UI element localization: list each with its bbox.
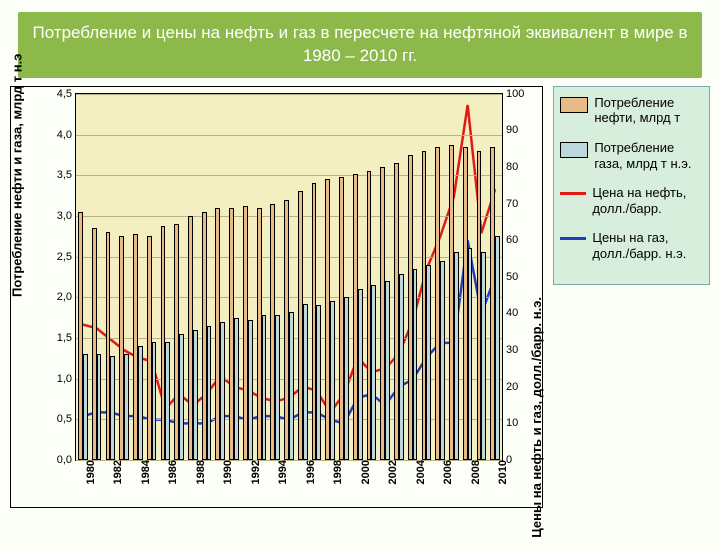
gas-bar [426,265,431,460]
gas-bar [358,289,363,460]
y-left-tick: 3,0 [57,210,76,222]
legend-swatch-line [560,237,586,240]
gas-bar [385,281,390,460]
gas-bar [275,315,280,460]
gas-bar [289,312,294,460]
y-left-tick: 1,5 [57,332,76,344]
gas-bar [330,301,335,460]
x-tick: 2006 [442,460,454,484]
chart-area: Потребление нефти и газа, млрд т н.э Цен… [10,86,543,508]
y-left-tick: 0,0 [57,454,76,466]
gas-bar [440,261,445,460]
y-right-tick: 20 [502,381,518,393]
gas-bar [316,305,321,460]
y-left-tick: 0,5 [57,413,76,425]
legend-label: Цены на газ, долл./барр. н.э. [592,230,703,261]
gas-bar [193,330,198,460]
x-tick: 1994 [277,460,289,484]
gas-bar [468,248,473,459]
y-right-tick: 70 [502,198,518,210]
gas-bar [124,354,129,460]
y-right-tick: 30 [502,344,518,356]
y-right-axis-label: Цены на нефть и газ, долл./барр. н.э. [529,297,544,538]
y-left-tick: 2,0 [57,291,76,303]
y-right-tick: 40 [502,307,518,319]
y-left-tick: 1,0 [57,373,76,385]
legend-swatch-line [560,192,586,195]
y-right-tick: 60 [502,234,518,246]
x-tick: 1980 [85,460,97,484]
x-tick: 1992 [250,460,262,484]
legend-swatch-box [560,142,588,158]
legend: Потребление нефти, млрд т Потребление газ… [553,86,710,285]
gas-bar [97,354,102,460]
legend-item: Цена на нефть, долл./барр. [560,185,703,216]
y-right-tick: 100 [502,88,524,100]
gas-bar [371,285,376,460]
gas-bar [481,252,486,459]
x-tick: 1988 [195,460,207,484]
y-left-tick: 4,0 [57,129,76,141]
y-left-tick: 2,5 [57,251,76,263]
y-right-tick: 80 [502,161,518,173]
chart-layout: Потребление нефти и газа, млрд т н.э Цен… [0,86,720,508]
gas-bar [399,274,404,459]
page-title: Потребление и цены на нефть и газ в пере… [18,12,702,78]
y-right-tick: 50 [502,271,518,283]
gas-bar [248,320,253,460]
gas-bar [234,318,239,460]
gas-bar [207,326,212,460]
gas-bar [152,342,157,460]
gas-bar [138,346,143,460]
y-left-tick: 3,5 [57,169,76,181]
x-tick: 1982 [112,460,124,484]
gas-bar [179,334,184,460]
gas-bar [262,315,267,460]
y-left-axis-label: Потребление нефти и газа, млрд т н.э [10,53,25,296]
legend-label: Цена на нефть, долл./барр. [592,185,703,216]
gas-bar [220,322,225,460]
x-tick: 2010 [497,460,509,484]
x-tick: 1998 [332,460,344,484]
x-tick: 1984 [140,460,152,484]
gas-bar [165,342,170,460]
gas-bar [413,269,418,460]
y-right-tick: 90 [502,124,518,136]
gas-bar [454,252,459,459]
x-tick: 2000 [360,460,372,484]
gas-bar [495,236,500,460]
gridline [76,135,502,136]
gas-bar [344,297,349,460]
x-tick: 2002 [387,460,399,484]
plot-area: 0,00,51,01,52,02,53,03,54,04,50102030405… [75,93,503,461]
x-tick: 1990 [222,460,234,484]
x-tick: 2008 [470,460,482,484]
x-tick: 1986 [167,460,179,484]
y-left-tick: 4,5 [57,88,76,100]
x-tick: 2004 [415,460,427,484]
x-tick: 1996 [305,460,317,484]
legend-item: Потребление нефти, млрд т [560,95,703,126]
legend-label: Потребление газа, млрд т н.э. [594,140,703,171]
legend-item: Цены на газ, долл./барр. н.э. [560,230,703,261]
legend-label: Потребление нефти, млрд т [594,95,703,126]
gas-bar [110,356,115,460]
y-right-tick: 10 [502,417,518,429]
gas-bar [303,304,308,460]
gas-bar [83,354,88,460]
legend-item: Потребление газа, млрд т н.э. [560,140,703,171]
gridline [76,94,502,95]
legend-swatch-box [560,97,588,113]
